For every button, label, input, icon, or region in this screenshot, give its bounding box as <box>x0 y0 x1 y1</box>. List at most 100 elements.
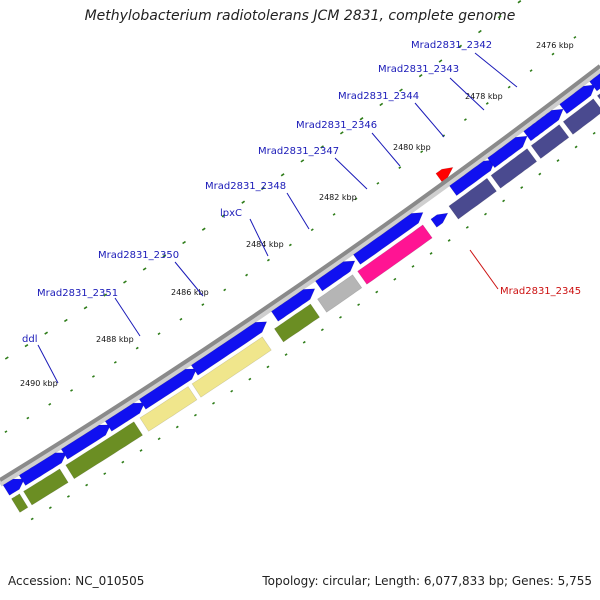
tick-mark <box>70 389 74 392</box>
tick-mark <box>91 375 95 378</box>
tick-mark <box>182 240 186 245</box>
tick-mark <box>529 69 533 73</box>
tick-mark <box>354 197 358 201</box>
gene-label[interactable]: ddl <box>22 334 37 345</box>
gene-label[interactable]: Mrad2831_2342 <box>411 40 492 51</box>
gene-feature-Mrad2831_2347[interactable] <box>317 274 363 313</box>
gene-feature-Mrad2831_2342[interactable] <box>530 124 570 159</box>
cds-arrow-small[interactable] <box>430 212 449 228</box>
cds-arrow[interactable] <box>18 452 67 486</box>
tick-mark <box>48 402 52 406</box>
tick-mark <box>123 280 127 284</box>
leader-line <box>174 261 204 297</box>
tick-mark <box>212 401 216 405</box>
genome-backbone <box>0 64 600 482</box>
gene-label[interactable]: Mrad2831_2351 <box>37 288 118 299</box>
kbp-label: 2490 kbp <box>20 379 58 388</box>
cds-arrow[interactable] <box>2 478 25 496</box>
cds-arrow[interactable] <box>190 321 268 376</box>
cds-arrow[interactable] <box>523 108 564 142</box>
tick-mark <box>135 346 139 350</box>
tick-mark <box>85 483 89 487</box>
gene-label[interactable]: Mrad2831_2348 <box>205 181 286 192</box>
tick-mark <box>142 267 147 271</box>
cds-arrow[interactable] <box>589 71 600 92</box>
cds-arrow[interactable] <box>138 368 198 410</box>
gene-feature-Mrad2831_2344[interactable] <box>448 177 497 220</box>
tick-mark <box>103 293 108 297</box>
gene-feature-Mrad2831_2342[interactable] <box>596 84 600 109</box>
gene-feature-ddl[interactable] <box>23 468 69 506</box>
tick-mark <box>463 118 467 122</box>
map-title: Methylobacterium radiotolerans JCM 2831,… <box>84 8 516 24</box>
tick-mark <box>574 145 578 149</box>
gene-label[interactable]: Mrad2831_2346 <box>296 120 377 131</box>
tick-mark <box>266 365 270 369</box>
tick-mark <box>485 102 489 105</box>
tick-mark <box>223 288 227 292</box>
gene-label[interactable]: Mrad2831_2345 <box>500 286 581 297</box>
gene-feature-Mrad2831_2345[interactable] <box>435 167 454 183</box>
tick-mark <box>245 273 249 277</box>
tick-mark <box>230 389 234 393</box>
gene-feature-lpxC[interactable] <box>191 336 272 398</box>
tick-mark <box>302 340 306 344</box>
tick-mark <box>157 332 161 336</box>
tick-rings <box>4 0 596 521</box>
gene-feature-Mrad2831_2351[interactable] <box>65 421 144 480</box>
leader-line <box>286 192 310 230</box>
cds-arrow[interactable] <box>270 288 316 322</box>
gene-feature-Mrad2831_2346[interactable] <box>357 224 433 285</box>
tick-mark <box>193 413 197 417</box>
tick-mark <box>339 131 344 135</box>
tick-mark <box>24 344 29 348</box>
tick-mark <box>592 131 596 135</box>
tick-mark <box>420 150 424 154</box>
tick-mark <box>465 225 469 229</box>
tick-mark <box>4 430 8 433</box>
cds-arrow[interactable] <box>314 260 356 292</box>
tick-mark <box>66 495 70 498</box>
tick-mark <box>484 212 487 216</box>
gene-feature-Mrad2831_2350[interactable] <box>139 386 198 432</box>
gene-feature-Mrad2831_2343[interactable] <box>490 148 538 189</box>
tick-mark <box>280 173 285 177</box>
gene-feature-Mrad2831_2348[interactable] <box>273 303 321 343</box>
cds-arrow[interactable] <box>104 402 145 432</box>
gene-feature-Mrad2831_2342[interactable] <box>562 98 600 135</box>
leader-line <box>114 297 141 337</box>
gene-label[interactable]: Mrad2831_2350 <box>98 250 179 261</box>
gene-label[interactable]: Mrad2831_2344 <box>338 91 419 102</box>
gene-label[interactable]: Mrad2831_2343 <box>378 64 459 75</box>
tick-mark <box>103 472 107 475</box>
tick-mark <box>44 331 49 335</box>
tick-mark <box>248 377 252 381</box>
cds-arrow[interactable] <box>60 424 111 460</box>
tick-mark <box>157 437 161 441</box>
tick-mark <box>517 0 522 4</box>
tick-mark <box>502 199 506 203</box>
tick-mark <box>30 517 34 521</box>
label-leaders <box>37 52 518 384</box>
tick-mark <box>175 425 179 429</box>
tick-mark <box>418 73 423 78</box>
tick-mark <box>288 243 292 247</box>
features <box>2 71 600 513</box>
leader-line <box>414 102 445 138</box>
tick-mark <box>551 52 555 56</box>
gene-label[interactable]: lpxC <box>220 208 242 219</box>
tick-mark <box>63 318 68 323</box>
tick-mark <box>83 306 88 310</box>
cds-arrow[interactable] <box>559 84 596 115</box>
tick-mark <box>458 44 463 49</box>
kbp-label: 2482 kbp <box>319 193 357 202</box>
cds-arrow[interactable] <box>449 159 496 197</box>
kbp-label: 2488 kbp <box>96 335 134 344</box>
gene-label[interactable]: Mrad2831_2347 <box>258 146 339 157</box>
cds-arrow[interactable] <box>487 135 528 169</box>
tick-mark <box>438 59 443 63</box>
gene-feature-ddl[interactable] <box>11 493 29 513</box>
tick-mark <box>538 172 542 176</box>
tick-mark <box>310 228 314 232</box>
cds-arrow[interactable] <box>352 212 424 265</box>
